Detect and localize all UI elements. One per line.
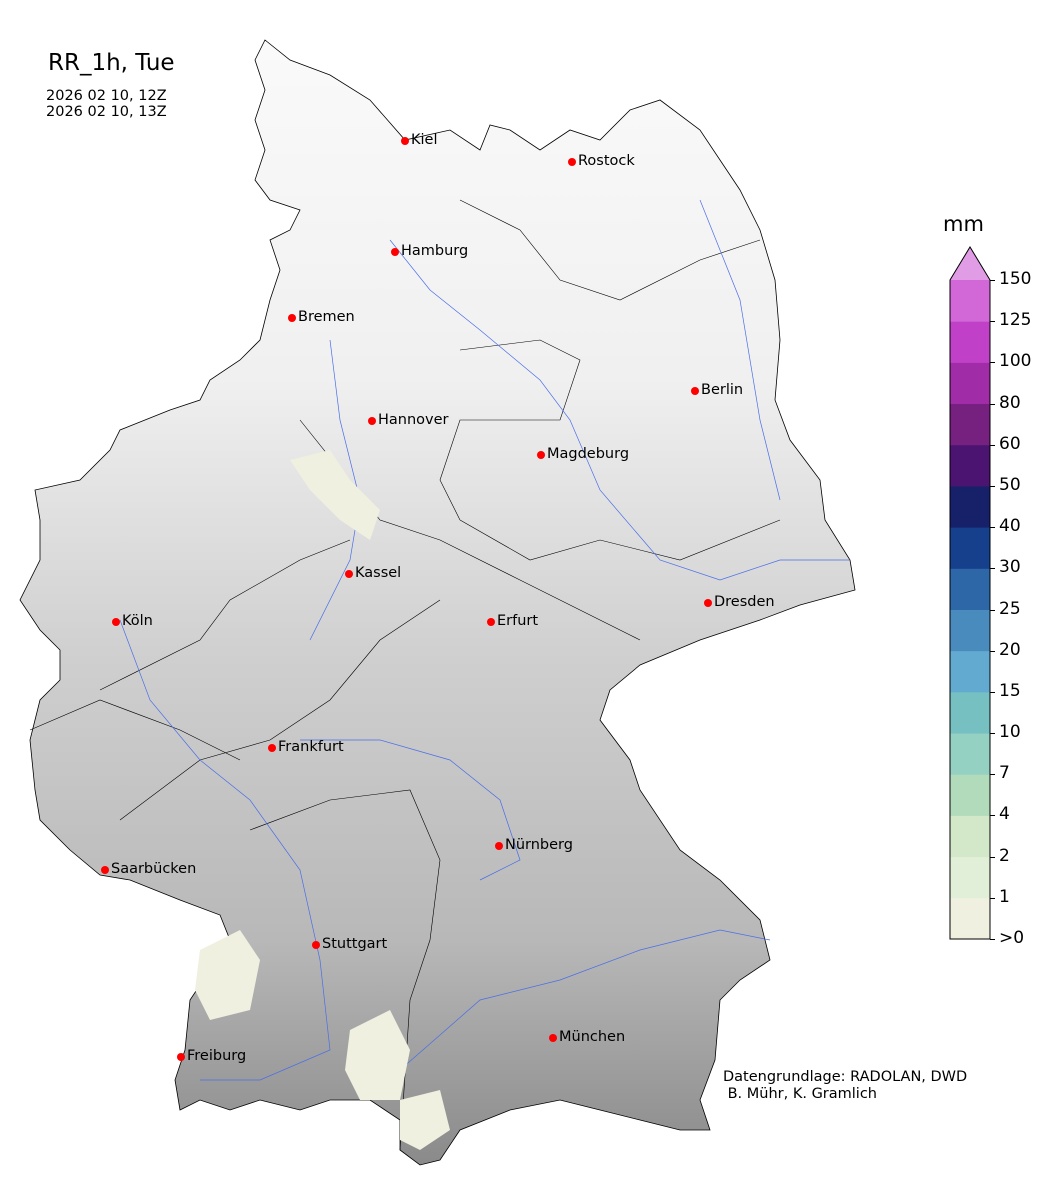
city-marker bbox=[391, 248, 399, 256]
city-label: Bremen bbox=[298, 309, 355, 325]
colorbar-tick-mark bbox=[990, 321, 995, 323]
colorbar-tick-label: 100 bbox=[999, 351, 1032, 372]
map-title: RR_1h, Tue bbox=[48, 50, 175, 76]
colorbar-segment bbox=[950, 897, 990, 940]
city-marker bbox=[288, 314, 296, 322]
colorbar-tick-label: >0 bbox=[999, 928, 1025, 948]
city-label: München bbox=[559, 1029, 626, 1045]
colorbar-tick-label: 80 bbox=[999, 392, 1021, 413]
city-label: Berlin bbox=[701, 382, 744, 398]
colorbar-tick-mark bbox=[990, 444, 995, 446]
colorbar-tick-label: 10 bbox=[999, 722, 1021, 743]
colorbar-segment bbox=[950, 485, 990, 528]
colorbar-tick-mark bbox=[990, 527, 995, 529]
city-label: Rostock bbox=[578, 153, 635, 169]
city-marker bbox=[345, 570, 353, 578]
colorbar bbox=[949, 246, 991, 940]
colorbar-segment bbox=[950, 527, 990, 569]
city-marker bbox=[268, 744, 276, 752]
precip-patches bbox=[195, 450, 450, 1150]
city-marker bbox=[487, 618, 495, 626]
colorbar-segment bbox=[950, 733, 990, 775]
city-label: Stuttgart bbox=[322, 936, 388, 952]
colorbar-segment bbox=[950, 609, 990, 652]
colorbar-tick-label: 150 bbox=[999, 269, 1032, 289]
city-label: Hannover bbox=[378, 412, 449, 428]
colorbar-tick-label: 50 bbox=[999, 474, 1021, 495]
city-marker bbox=[568, 158, 576, 166]
city-marker bbox=[112, 618, 120, 626]
city-label: Hamburg bbox=[401, 243, 469, 259]
colorbar-tick-mark bbox=[990, 568, 995, 570]
colorbar-tick-label: 30 bbox=[999, 557, 1021, 578]
city-marker bbox=[368, 417, 376, 425]
colorbar-tick-label: 25 bbox=[999, 598, 1021, 619]
city-marker bbox=[312, 941, 320, 949]
valid-from: 2026 02 10, 12Z bbox=[46, 88, 167, 104]
colorbar-tick-mark bbox=[990, 815, 995, 817]
city-label: Kassel bbox=[355, 565, 402, 581]
germany-outline bbox=[19, 39, 856, 1166]
colorbar-segment bbox=[950, 362, 990, 405]
colorbar-segment bbox=[950, 568, 990, 610]
colorbar-tick-label: 4 bbox=[999, 804, 1010, 825]
city-marker bbox=[401, 137, 409, 145]
authors: B. Mühr, K. Gramlich bbox=[723, 1086, 877, 1102]
colorbar-segment bbox=[950, 650, 990, 693]
colorbar-outline bbox=[949, 246, 991, 940]
colorbar-segment bbox=[950, 815, 990, 858]
city-label: Kiel bbox=[411, 132, 438, 148]
colorbar-tick-mark bbox=[990, 733, 995, 735]
data-source: Datengrundlage: RADOLAN, DWD bbox=[723, 1069, 968, 1085]
colorbar-segment bbox=[950, 856, 990, 899]
colorbar-extend-arrow bbox=[950, 247, 990, 280]
colorbar-tick-mark bbox=[990, 362, 995, 364]
colorbar-segment bbox=[950, 403, 990, 446]
colorbar-tick-label: 20 bbox=[999, 639, 1021, 660]
city-label: Freiburg bbox=[187, 1048, 247, 1064]
colorbar-tick-mark bbox=[990, 691, 995, 693]
city-marker bbox=[101, 866, 109, 874]
city-label: Nürnberg bbox=[505, 837, 573, 853]
valid-to: 2026 02 10, 13Z bbox=[46, 104, 167, 120]
colorbar-unit: mm bbox=[943, 212, 984, 236]
city-label: Dresden bbox=[714, 594, 775, 610]
colorbar-segment bbox=[950, 774, 990, 816]
colorbar-segment bbox=[950, 321, 990, 363]
colorbar-tick-mark bbox=[990, 939, 995, 940]
colorbar-tick-label: 60 bbox=[999, 433, 1021, 454]
colorbar-segment bbox=[950, 280, 990, 322]
colorbar-segment bbox=[950, 691, 990, 734]
colorbar-tick-mark bbox=[990, 403, 995, 405]
colorbar-tick-mark bbox=[990, 650, 995, 652]
colorbar-tick-label: 7 bbox=[999, 763, 1010, 784]
city-marker bbox=[691, 387, 699, 395]
city-label: Köln bbox=[122, 613, 153, 629]
colorbar-tick-label: 40 bbox=[999, 516, 1021, 537]
colorbar-tick-mark bbox=[990, 856, 995, 858]
colorbar-tick-mark bbox=[990, 609, 995, 611]
city-marker bbox=[537, 451, 545, 459]
colorbar-tick-label: 1 bbox=[999, 886, 1010, 907]
colorbar-tick-mark bbox=[990, 280, 995, 281]
city-marker bbox=[495, 842, 503, 850]
colorbar-tick-label: 125 bbox=[999, 310, 1032, 331]
colorbar-tick-label: 15 bbox=[999, 680, 1021, 701]
colorbar-tick-mark bbox=[990, 897, 995, 899]
city-label: Erfurt bbox=[497, 613, 539, 629]
colorbar-tick-mark bbox=[990, 774, 995, 776]
colorbar-tick-label: 2 bbox=[999, 845, 1010, 866]
city-marker bbox=[704, 599, 712, 607]
city-label: Saarbücken bbox=[111, 861, 197, 877]
city-marker bbox=[177, 1053, 185, 1061]
city-label: Frankfurt bbox=[278, 739, 344, 755]
city-marker bbox=[549, 1034, 557, 1042]
colorbar-segment bbox=[950, 444, 990, 487]
colorbar-tick-mark bbox=[990, 485, 995, 487]
city-label: Magdeburg bbox=[547, 446, 630, 462]
